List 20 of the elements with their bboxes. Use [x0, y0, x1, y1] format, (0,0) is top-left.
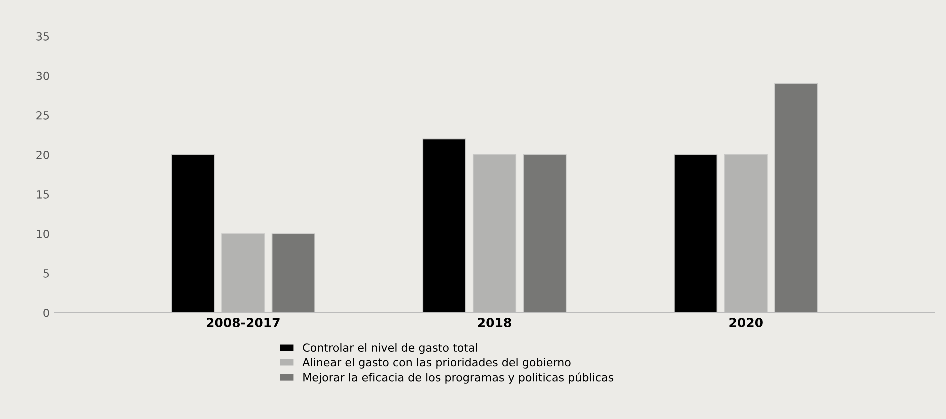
y-tick-label: 20 — [36, 150, 50, 160]
y-tick-label: 15 — [37, 190, 50, 199]
x-tick-label: 2020 — [730, 318, 763, 328]
bar — [774, 83, 818, 313]
y-tick-label: 35 — [36, 32, 50, 41]
legend-label: Alinear el gasto con las prioridades del gobierno — [302, 358, 571, 369]
y-tick-label: 30 — [36, 72, 50, 80]
x-tick-label: 2008-2017 — [207, 318, 280, 328]
bar — [422, 138, 466, 313]
bar — [171, 154, 215, 313]
y-tick-label: 25 — [36, 111, 50, 120]
y-tick-label: 5 — [44, 270, 50, 278]
y-tick-label: 10 — [37, 230, 50, 238]
legend-label: Controlar el nivel de gasto total — [303, 343, 478, 354]
bar — [272, 234, 316, 313]
legend-label: Mejorar la eficacia de los programas y politicas públicas — [304, 372, 614, 384]
bar — [674, 154, 718, 313]
x-tick-label: 2018 — [478, 318, 512, 328]
y-tick-label: 0 — [44, 308, 50, 318]
bar — [523, 154, 567, 313]
